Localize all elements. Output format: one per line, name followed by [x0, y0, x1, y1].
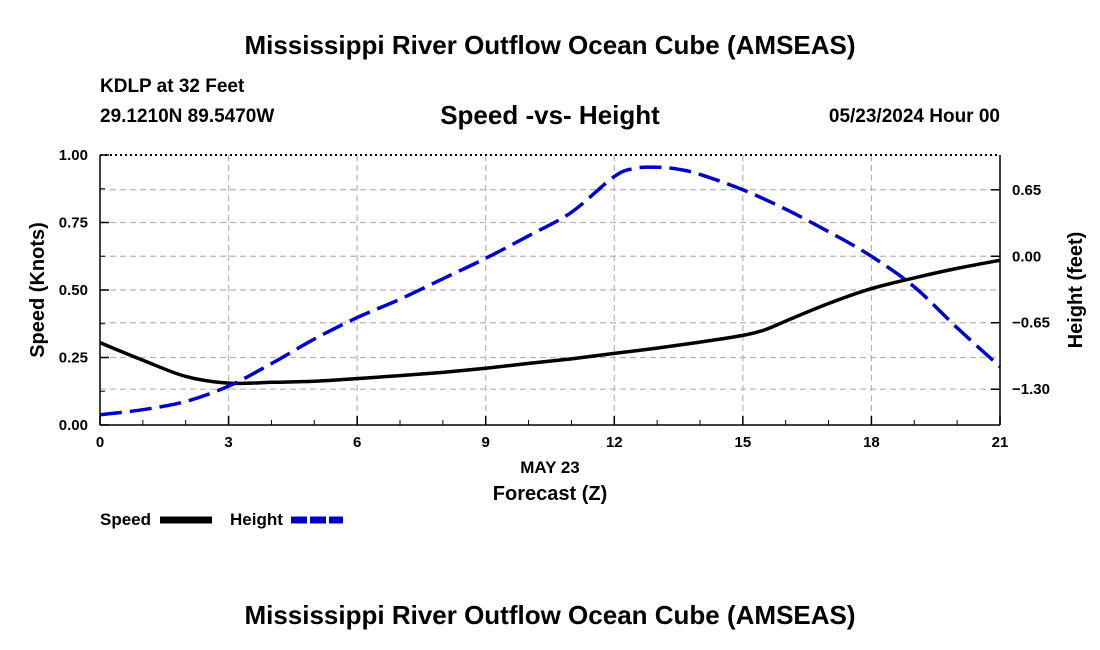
x-tick-label: 18 — [863, 434, 880, 451]
legend-label-height: Height — [230, 510, 283, 529]
chart-subtitle: Speed -vs- Height — [440, 100, 660, 130]
coordinates-label: 29.1210N 89.5470W — [100, 106, 275, 127]
y-tick-label-right: 0.65 — [1012, 182, 1041, 199]
station-label: KDLP at 32 Feet — [100, 76, 245, 97]
y-tick-label-left: 0.00 — [59, 417, 88, 434]
x-axis-title: Forecast (Z) — [493, 483, 607, 505]
x-tick-label: 0 — [96, 434, 104, 451]
y-axis-title-right: Height (feet) — [1065, 232, 1087, 349]
y-tick-label-left: 0.75 — [59, 215, 88, 232]
legend-label-speed: Speed — [100, 510, 151, 529]
x-tick-label: 21 — [992, 434, 1009, 451]
y-tick-label-left: 0.25 — [59, 350, 88, 367]
x-axis-date-label: MAY 23 — [520, 458, 580, 477]
axes: 0 3 6 9 12 15 18 21 0.00 0.25 0.50 0.75 1.00 0.65 0.00… — [59, 147, 1050, 451]
x-tick-label: 9 — [482, 434, 490, 451]
y-tick-label-left: 1.00 — [59, 147, 88, 164]
series-line-height — [99, 165, 1002, 417]
x-tick-label: 6 — [353, 434, 361, 451]
x-tick-label: 3 — [224, 434, 232, 451]
series-layer — [99, 165, 1002, 417]
labels: MAY 23 Forecast (Z) Speed (Knots) Height… — [27, 222, 1087, 505]
grid — [100, 155, 1000, 425]
y-tick-label-right: −1.30 — [1012, 381, 1050, 398]
y-tick-label-right: −0.65 — [1012, 315, 1050, 332]
x-tick-label: 15 — [735, 434, 752, 451]
y-tick-label-left: 0.50 — [59, 282, 88, 299]
chart-title-top: Mississippi River Outflow Ocean Cube (AM… — [244, 30, 856, 60]
x-tick-label: 12 — [606, 434, 623, 451]
series-line-speed — [99, 258, 1001, 386]
y-tick-label-right: 0.00 — [1012, 248, 1041, 265]
forecast-datetime: 05/23/2024 Hour 00 — [828, 106, 1000, 127]
legend: Speed Height — [100, 510, 343, 529]
chart-title-bottom: Mississippi River Outflow Ocean Cube (AM… — [244, 600, 856, 630]
y-axis-title-left: Speed (Knots) — [27, 222, 49, 358]
